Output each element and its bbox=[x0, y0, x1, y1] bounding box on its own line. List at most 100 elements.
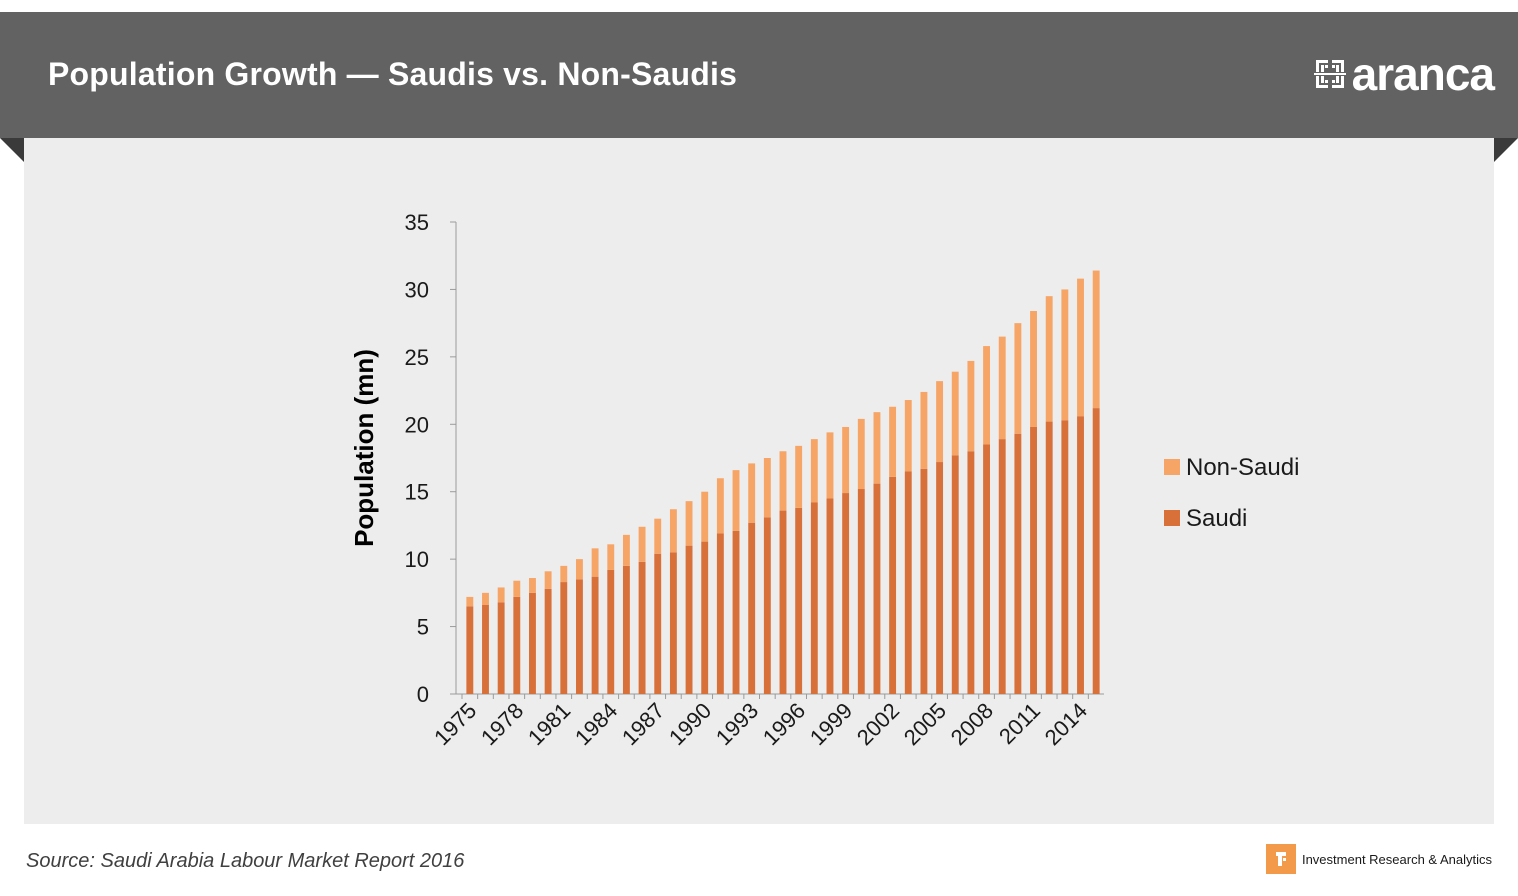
source-note: Source: Saudi Arabia Labour Market Repor… bbox=[26, 850, 465, 872]
x-tick-label: 2014 bbox=[1040, 698, 1092, 750]
header-banner bbox=[0, 12, 1518, 138]
bar-non-saudi bbox=[1077, 278, 1084, 417]
bar-non-saudi bbox=[842, 426, 850, 494]
bar-non-saudi bbox=[529, 578, 536, 593]
bar-non-saudi bbox=[967, 360, 975, 452]
bar-saudi bbox=[795, 507, 803, 694]
y-tick-label: 25 bbox=[405, 345, 429, 370]
banner-fold-left bbox=[0, 138, 24, 162]
x-tick-label: 1975 bbox=[429, 698, 481, 750]
bar-saudi bbox=[1077, 416, 1084, 694]
bar-saudi bbox=[1061, 420, 1069, 694]
bar-non-saudi bbox=[936, 381, 944, 463]
bar-saudi bbox=[983, 444, 991, 694]
y-tick-label: 35 bbox=[405, 210, 429, 235]
bar-non-saudi bbox=[685, 501, 693, 546]
bar-non-saudi bbox=[748, 463, 756, 523]
x-tick-label: 2002 bbox=[852, 698, 904, 750]
bar-non-saudi bbox=[560, 565, 568, 583]
bar-non-saudi bbox=[1045, 296, 1053, 422]
bar-saudi bbox=[873, 483, 881, 694]
bar-non-saudi bbox=[513, 580, 521, 597]
bar-saudi bbox=[701, 541, 709, 694]
bar-saudi bbox=[544, 588, 552, 694]
bar-saudi bbox=[1014, 433, 1022, 694]
bar-saudi bbox=[654, 553, 662, 694]
bar-saudi bbox=[1045, 421, 1053, 694]
bar-non-saudi bbox=[591, 548, 599, 577]
bar-saudi bbox=[967, 451, 975, 694]
bar-non-saudi bbox=[810, 439, 818, 503]
bar-non-saudi bbox=[763, 458, 771, 518]
bar-non-saudi bbox=[607, 544, 615, 570]
x-tick-label: 1987 bbox=[617, 698, 669, 750]
bar-saudi bbox=[529, 592, 536, 694]
bar-non-saudi bbox=[826, 432, 834, 499]
bar-non-saudi bbox=[1092, 270, 1100, 409]
bar-saudi bbox=[810, 502, 818, 694]
bar-saudi bbox=[763, 517, 771, 694]
bar-saudi bbox=[685, 545, 693, 694]
bar-saudi bbox=[513, 596, 521, 694]
bar-non-saudi bbox=[1061, 289, 1069, 421]
aranca-footer-logo-icon bbox=[1265, 844, 1296, 874]
y-tick-label: 20 bbox=[405, 412, 429, 437]
bar-non-saudi bbox=[701, 491, 709, 542]
bar-non-saudi bbox=[1014, 323, 1022, 434]
aranca-logo[interactable]: aranca bbox=[1313, 51, 1495, 97]
aranca-grid-logo-icon bbox=[1313, 60, 1346, 88]
bar-saudi bbox=[669, 552, 677, 694]
bar-saudi bbox=[482, 604, 489, 694]
bar-saudi bbox=[591, 576, 599, 694]
bar-saudi bbox=[732, 530, 740, 694]
x-tick-label: 1996 bbox=[758, 698, 810, 750]
bar-saudi bbox=[857, 489, 865, 694]
x-tick-label: 1990 bbox=[664, 698, 716, 750]
bar-saudi bbox=[748, 522, 756, 694]
legend-swatch-non-saudi bbox=[1164, 459, 1180, 475]
chart-panel: 0 5 10 15 20 25 30 35 Population (mn) 1975 1978 198… bbox=[24, 138, 1494, 824]
x-tick-label: 1999 bbox=[805, 698, 857, 750]
y-tick-label: 30 bbox=[405, 277, 429, 302]
footer-tagline: Investment Research & Analytics bbox=[1301, 851, 1492, 867]
y-tick-label: 0 bbox=[417, 682, 429, 707]
x-tick-label: 2005 bbox=[899, 698, 951, 750]
bar-non-saudi bbox=[482, 592, 489, 605]
bar-saudi bbox=[622, 565, 630, 694]
bar-non-saudi bbox=[920, 391, 928, 469]
bar-non-saudi bbox=[857, 418, 865, 490]
bar-saudi bbox=[842, 493, 850, 694]
bar-saudi bbox=[1030, 426, 1037, 694]
bar-non-saudi bbox=[1030, 311, 1037, 427]
bar-saudi bbox=[560, 582, 568, 694]
bar-non-saudi bbox=[638, 526, 646, 562]
page-title: Population Growth — Saudis vs. Non-Saudi… bbox=[48, 56, 738, 92]
bar-saudi bbox=[575, 579, 583, 694]
bar-non-saudi bbox=[544, 571, 552, 589]
bar-non-saudi bbox=[497, 587, 505, 603]
bar-saudi bbox=[607, 569, 615, 694]
bar-saudi bbox=[638, 561, 646, 694]
bar-saudi bbox=[1092, 408, 1100, 694]
bar-saudi bbox=[826, 498, 834, 694]
bar-saudi bbox=[920, 468, 928, 694]
bar-non-saudi bbox=[466, 596, 474, 607]
bar-saudi bbox=[716, 533, 724, 694]
bar-non-saudi bbox=[889, 406, 897, 477]
bar-non-saudi bbox=[779, 451, 787, 511]
legend-swatch-saudi bbox=[1164, 510, 1180, 526]
y-tick-label: 5 bbox=[417, 615, 429, 640]
footer-logo[interactable]: Investment Research & Analytics bbox=[1265, 844, 1492, 874]
bar-saudi bbox=[998, 439, 1006, 694]
bar-non-saudi bbox=[873, 412, 881, 484]
x-tick-label: 2011 bbox=[994, 698, 1045, 749]
bar-saudi bbox=[466, 606, 474, 694]
bar-non-saudi bbox=[904, 400, 912, 472]
bar-saudi bbox=[904, 471, 912, 694]
bar-saudi bbox=[779, 510, 787, 694]
bar-non-saudi bbox=[669, 509, 677, 553]
x-tick-label: 2008 bbox=[946, 698, 998, 750]
bar-non-saudi bbox=[998, 336, 1006, 440]
x-tick-label: 1981 bbox=[523, 698, 575, 750]
